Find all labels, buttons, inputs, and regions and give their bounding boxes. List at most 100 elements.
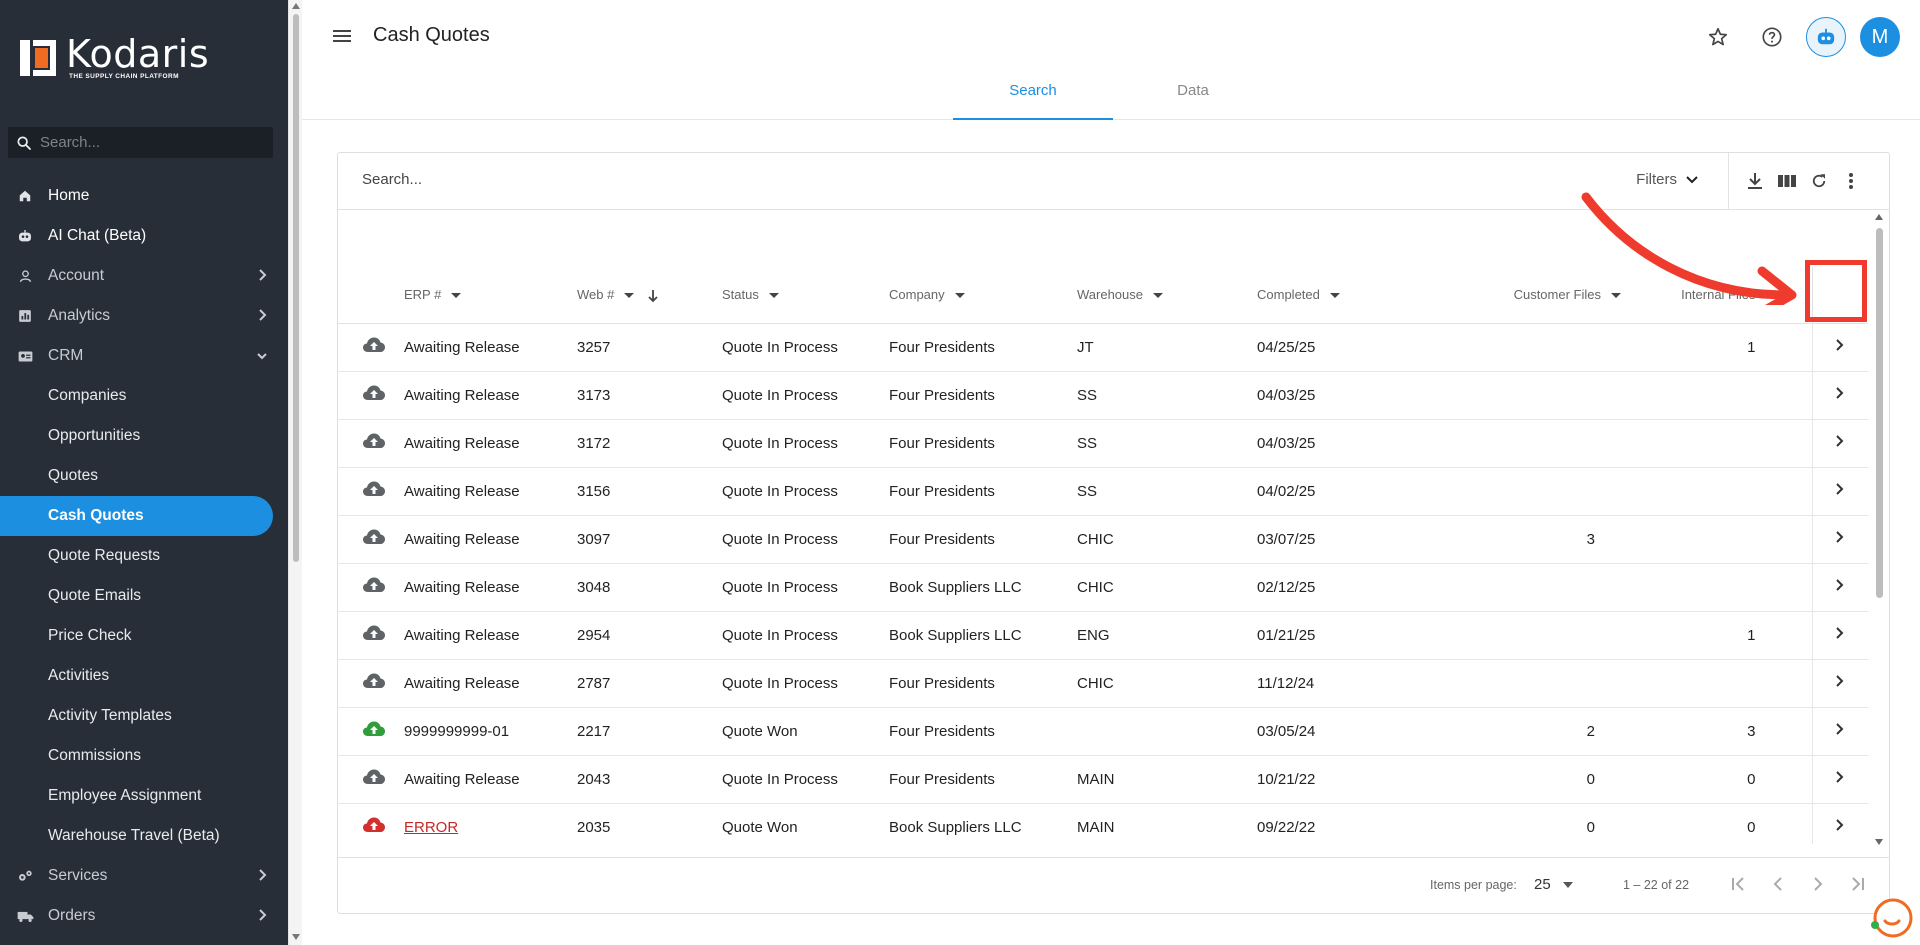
next-page-icon[interactable] [1808, 874, 1828, 894]
sidebar-item-quotes[interactable]: Quotes [0, 456, 288, 496]
open-row-chevron-icon[interactable] [1835, 627, 1845, 644]
sidebar-item-employee-assignment[interactable]: Employee Assignment [0, 776, 288, 816]
more-options-icon[interactable] [1841, 171, 1861, 191]
open-row-chevron-icon[interactable] [1835, 771, 1845, 788]
open-row-chevron-icon[interactable] [1835, 435, 1845, 452]
upload-cloud-icon[interactable] [362, 817, 386, 838]
open-row-chevron-icon[interactable] [1835, 723, 1845, 740]
table-row[interactable]: Awaiting Release 3156 Quote In Process Four… [338, 467, 1868, 516]
upload-cloud-icon[interactable] [362, 769, 386, 790]
column-header-erp[interactable]: ERP # [404, 267, 577, 324]
previous-page-icon[interactable] [1768, 874, 1788, 894]
cell-warehouse: SS [1077, 482, 1098, 500]
sidebar-scrollbar-thumb[interactable] [293, 14, 299, 562]
table-row[interactable]: Awaiting Release 2787 Quote In Process Four… [338, 659, 1868, 708]
cell-status: Quote In Process [722, 530, 838, 548]
open-row-chevron-icon[interactable] [1835, 819, 1845, 836]
help-button[interactable] [1752, 17, 1792, 57]
sidebar-item-label: Warehouse Travel (Beta) [48, 827, 220, 844]
sidebar-item-ai-chat[interactable]: AI Chat (Beta) [0, 216, 288, 256]
column-header-completed[interactable]: Completed [1257, 267, 1437, 324]
open-row-chevron-icon[interactable] [1835, 579, 1845, 596]
table-row[interactable]: Awaiting Release 3173 Quote In Process Four… [338, 371, 1868, 420]
sidebar-item-opportunities[interactable]: Opportunities [0, 416, 288, 456]
sidebar-item-quote-emails[interactable]: Quote Emails [0, 576, 288, 616]
sidebar-item-price-check[interactable]: Price Check [0, 616, 288, 656]
cell-web: 2954 [577, 626, 611, 644]
tab-data[interactable]: Data [1177, 82, 1209, 99]
hamburger-menu-button[interactable] [332, 26, 352, 51]
upload-cloud-icon[interactable] [362, 433, 386, 454]
sidebar-item-analytics[interactable]: Analytics [0, 296, 288, 336]
sidebar-item-crm[interactable]: CRM [0, 336, 288, 376]
column-header-company[interactable]: Company [889, 267, 1077, 324]
support-chat-button[interactable] [1868, 894, 1914, 945]
upload-cloud-icon[interactable] [362, 385, 386, 406]
sidebar-item-cash-quotes[interactable]: Cash Quotes [0, 496, 273, 536]
column-header-warehouse[interactable]: Warehouse [1077, 267, 1257, 324]
upload-cloud-icon[interactable] [362, 577, 386, 598]
table-row[interactable]: 9999999999-01 2217 Quote Won Four President… [338, 707, 1868, 756]
table-row[interactable]: Awaiting Release 3097 Quote In Process Four… [338, 515, 1868, 564]
table-row[interactable]: Awaiting Release 3172 Quote In Process Four… [338, 419, 1868, 468]
upload-cloud-icon[interactable] [362, 529, 386, 550]
download-icon[interactable] [1745, 171, 1765, 191]
sidebar-item-account[interactable]: Account [0, 256, 288, 296]
sidebar-item-warehouse-travel[interactable]: Warehouse Travel (Beta) [0, 816, 288, 856]
items-per-page-select[interactable]: 25 [1534, 876, 1573, 893]
column-header-status[interactable]: Status [722, 267, 889, 324]
cell-erp[interactable]: ERROR [404, 818, 459, 836]
last-page-icon[interactable] [1848, 874, 1868, 894]
table-row[interactable]: Awaiting Release 2954 Quote In Process Book… [338, 611, 1868, 660]
avatar-initial: M [1871, 25, 1889, 48]
sidebar-scrollbar[interactable] [288, 0, 302, 945]
sidebar-item-activity-templates[interactable]: Activity Templates [0, 696, 288, 736]
upload-cloud-icon[interactable] [362, 625, 386, 646]
cell-warehouse: MAIN [1077, 770, 1115, 788]
kodaris-logo[interactable]: Kodaris THE SUPPLY CHAIN PLATFORM [18, 35, 209, 80]
open-row-chevron-icon[interactable] [1835, 531, 1845, 548]
sidebar: Kodaris THE SUPPLY CHAIN PLATFORM Home A… [0, 0, 288, 945]
sidebar-item-orders[interactable]: Orders [0, 896, 288, 936]
filters-button[interactable]: Filters [1636, 171, 1699, 188]
cell-status: Quote Won [722, 722, 798, 740]
cell-status: Quote In Process [722, 386, 838, 404]
upload-cloud-icon[interactable] [362, 721, 386, 742]
sidebar-item-commissions[interactable]: Commissions [0, 736, 288, 776]
sidebar-item-activities[interactable]: Activities [0, 656, 288, 696]
column-header-web[interactable]: Web # [577, 267, 722, 324]
user-avatar[interactable]: M [1860, 17, 1900, 57]
upload-cloud-icon[interactable] [362, 481, 386, 502]
upload-cloud-icon[interactable] [362, 673, 386, 694]
sidebar-search[interactable] [8, 127, 273, 158]
sidebar-item-services[interactable]: Services [0, 856, 288, 896]
first-page-icon[interactable] [1728, 874, 1748, 894]
grid-scrollbar-thumb[interactable] [1876, 228, 1883, 598]
table-row[interactable]: Awaiting Release 2043 Quote In Process Four… [338, 755, 1868, 804]
table-row[interactable]: Awaiting Release 3048 Quote In Process Book… [338, 563, 1868, 612]
columns-icon[interactable] [1777, 171, 1797, 191]
open-row-chevron-icon[interactable] [1835, 675, 1845, 692]
column-header-customer-files[interactable]: Customer Files [1437, 267, 1637, 324]
sidebar-item-label: Commissions [48, 747, 142, 764]
sidebar-item-quote-requests[interactable]: Quote Requests [0, 536, 288, 576]
sidebar-search-input[interactable] [40, 134, 260, 151]
grid-search-input[interactable] [362, 171, 962, 188]
open-row-chevron-icon[interactable] [1835, 339, 1845, 356]
refresh-icon[interactable] [1809, 171, 1829, 191]
table-row[interactable]: Awaiting Release 3257 Quote In Process Four… [338, 323, 1868, 372]
open-row-chevron-icon[interactable] [1835, 483, 1845, 500]
upload-cloud-icon[interactable] [362, 337, 386, 358]
grid-scrollbar[interactable] [1869, 210, 1889, 848]
open-row-chevron-icon[interactable] [1835, 387, 1845, 404]
cell-status: Quote In Process [722, 578, 838, 596]
tab-search[interactable]: Search [953, 82, 1113, 120]
sidebar-item-companies[interactable]: Companies [0, 376, 288, 416]
table-row[interactable]: ERROR 2035 Quote Won Book Suppliers LLC MAIN… [338, 803, 1868, 844]
cell-customer-files: 0 [1586, 818, 1595, 836]
help-icon [1762, 27, 1782, 47]
cell-completed: 03/05/24 [1257, 722, 1316, 740]
ai-assistant-button[interactable] [1806, 17, 1846, 57]
favorite-button[interactable] [1698, 17, 1738, 57]
sidebar-item-home[interactable]: Home [0, 176, 288, 216]
